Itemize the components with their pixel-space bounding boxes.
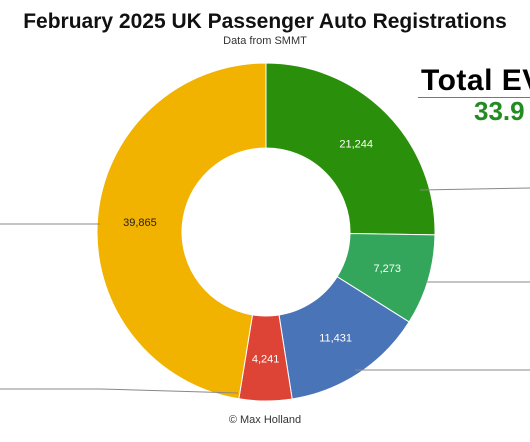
slice-value-label-3: 4,241: [252, 353, 280, 365]
leader-line-5: [99, 388, 239, 394]
donut-slice-4: [96, 62, 267, 400]
leader-line-0: [419, 187, 530, 191]
slice-value-label-0: 21,244: [339, 138, 373, 150]
slice-value-label-4: 39,865: [123, 217, 157, 229]
credit-text: © Max Holland: [228, 414, 302, 426]
slices-group: [96, 62, 436, 402]
slice-value-label-2: 11,431: [319, 333, 352, 345]
total-ev-underline: [418, 97, 530, 98]
donut-slice-0: [265, 62, 436, 236]
chart-title: February 2025 UK Passenger Auto Registra…: [23, 10, 507, 33]
slice-value-label-1: 7,273: [373, 263, 401, 275]
total-ev-title: Total EV: [421, 64, 530, 97]
slice-labels-group: 21,244 7,273 11,431 4,241 39,865: [123, 138, 401, 365]
chart-subtitle: Data from SMMT: [223, 35, 307, 47]
leader-lines-group: [0, 187, 530, 394]
total-ev-value: 33.9: [474, 96, 525, 126]
